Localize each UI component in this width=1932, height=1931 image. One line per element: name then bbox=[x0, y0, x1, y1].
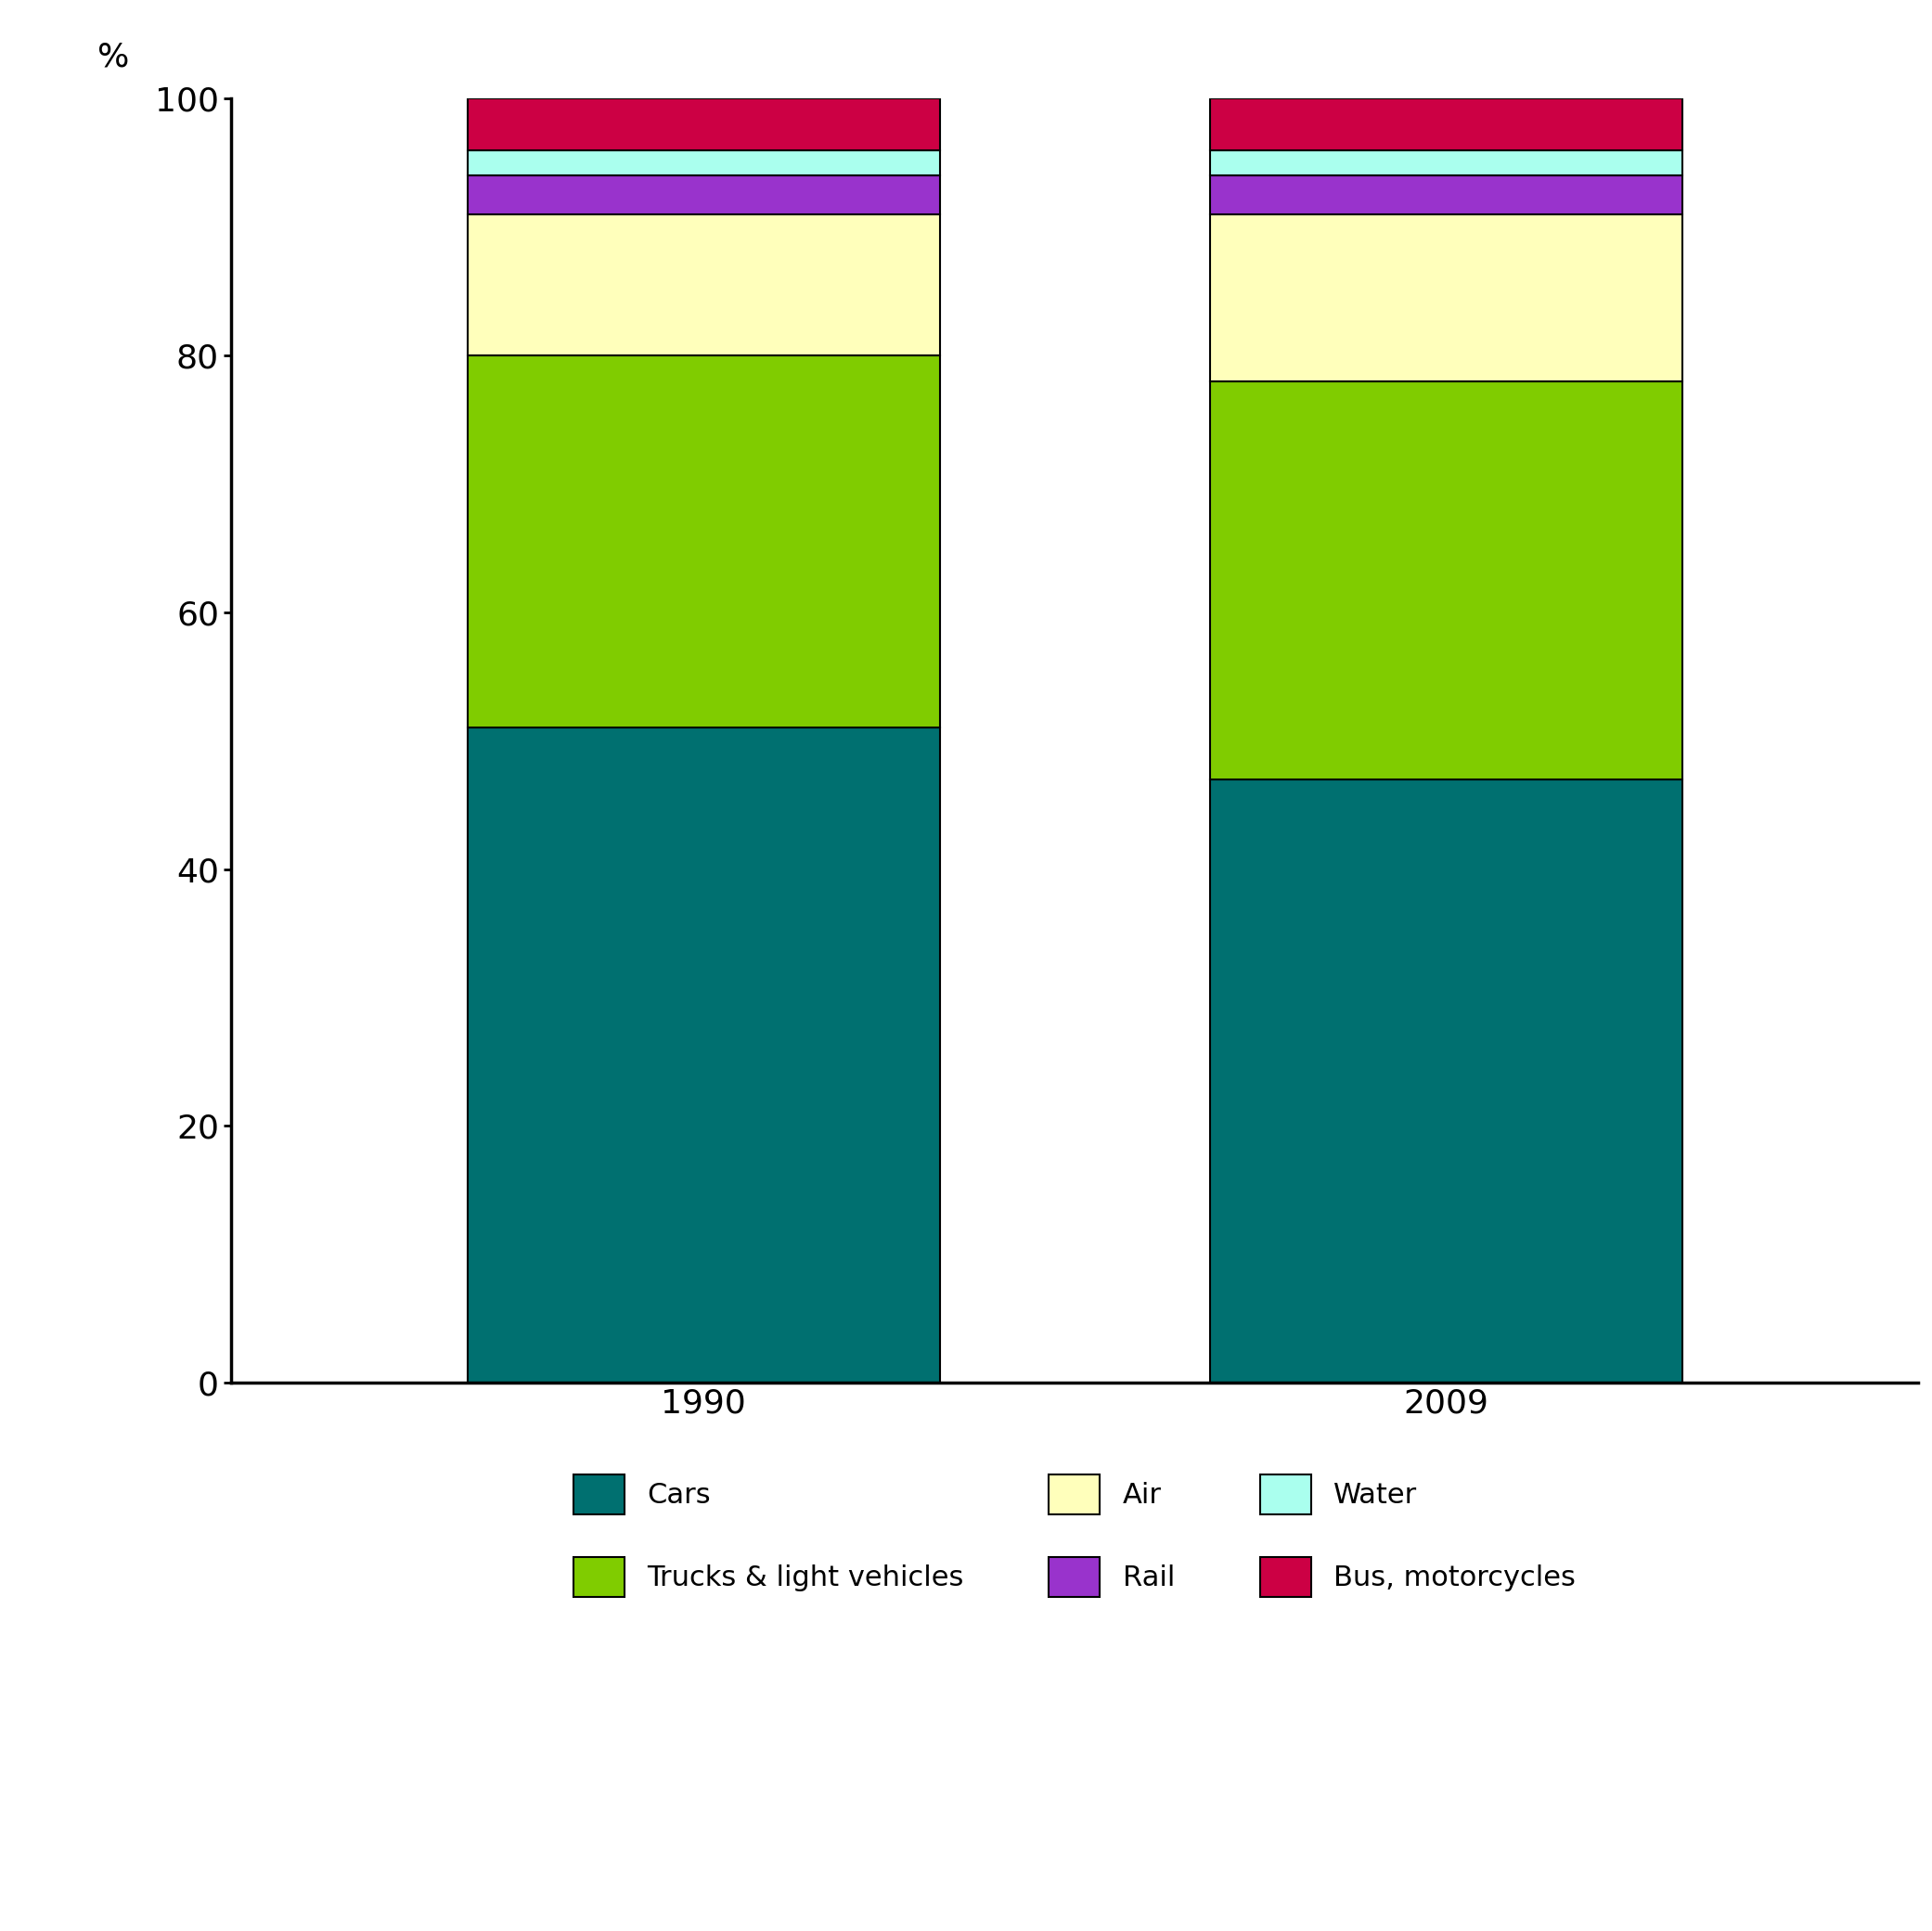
Bar bbox=[468, 728, 939, 1383]
Bar bbox=[1209, 151, 1683, 176]
Legend: Cars, Trucks & light vehicles, Air, Rail, Water, Bus, motorcycles: Cars, Trucks & light vehicles, Air, Rail… bbox=[545, 1446, 1604, 1626]
Bar bbox=[1209, 176, 1683, 214]
Y-axis label: %: % bbox=[97, 41, 129, 73]
Bar bbox=[468, 355, 939, 728]
Bar bbox=[1209, 214, 1683, 380]
Bar bbox=[1209, 380, 1683, 780]
Bar bbox=[468, 98, 939, 151]
Bar bbox=[468, 214, 939, 355]
Bar bbox=[1209, 98, 1683, 151]
Bar bbox=[468, 176, 939, 214]
Bar bbox=[1209, 780, 1683, 1383]
Bar bbox=[468, 151, 939, 176]
